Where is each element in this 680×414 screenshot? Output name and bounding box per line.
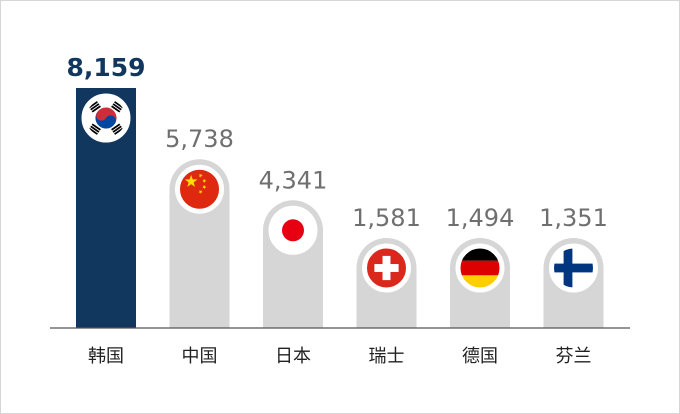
south-korea-flag-icon — [81, 93, 131, 143]
germany-flag-icon — [455, 243, 505, 293]
value-label-4: 1,494 — [446, 204, 515, 232]
japan-flag-icon — [268, 205, 318, 255]
category-label-0: 韩国 — [88, 346, 124, 367]
value-label-0: 8,159 — [66, 53, 145, 82]
labels-group: 8,159 韩国 5,738 中国 4,341 日本 1,581 瑞士 1,494 德国 1,351… — [66, 53, 607, 367]
china-flag-icon — [175, 164, 224, 214]
value-label-2: 4,341 — [259, 166, 328, 194]
category-label-2: 日本 — [275, 346, 311, 367]
bar-0 — [76, 88, 136, 328]
value-label-3: 1,581 — [352, 204, 421, 232]
category-label-5: 芬兰 — [556, 346, 592, 367]
finland-flag-icon — [549, 243, 598, 293]
value-label-5: 1,351 — [539, 204, 608, 232]
category-label-3: 瑞士 — [369, 346, 405, 367]
value-label-1: 5,738 — [165, 125, 234, 153]
switzerland-flag-icon — [362, 243, 411, 293]
category-label-4: 德国 — [462, 346, 498, 367]
category-label-1: 中国 — [182, 346, 218, 367]
bars-group — [76, 88, 604, 328]
